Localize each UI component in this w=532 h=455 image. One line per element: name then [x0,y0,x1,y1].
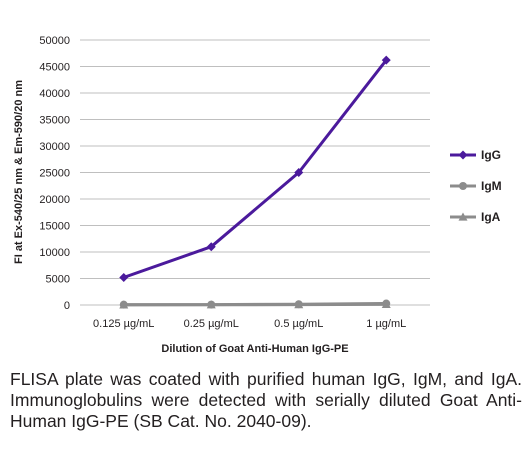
chart: 0 5000 10000 15000 20000 25000 30000 35000 40000… [13,35,502,355]
y-tick-label: 35000 [39,115,70,127]
gridlines [80,39,430,279]
y-tick-label: 5000 [46,274,70,286]
x-tick-label: 0.25 µg/mL [184,318,239,330]
y-tick-label: 15000 [39,221,70,233]
data-point-igm [382,299,391,308]
data-point-igm [294,300,303,309]
y-tick-label: 45000 [39,62,70,74]
data-point-igm [119,300,128,309]
data-point-igg [206,242,216,252]
y-tick-label: 50000 [39,35,70,47]
y-tick-label: 40000 [39,88,70,100]
y-tick-label: 20000 [39,194,70,206]
legend-marker-igg [458,150,468,160]
legend-marker-igm [459,182,467,190]
x-tick-label: 1 µg/mL [366,318,406,330]
x-axis-title: Dilution of Goat Anti-Human IgG-PE [161,343,348,355]
legend-label-iga: IgA [481,210,501,224]
series-line-igg [123,59,388,279]
y-tick-label: 0 [64,300,70,312]
x-tick-label: 0.5 µg/mL [274,318,323,330]
data-point-igg [294,168,304,177]
legend-label-igg: IgG [481,148,501,162]
legend: IgG IgM IgA [450,148,502,224]
series-line-igm [123,302,387,307]
legend-label-igm: IgM [481,179,502,193]
data-point-igm [207,300,216,309]
y-tick-label: 25000 [39,168,70,180]
y-tick-label: 30000 [39,141,70,153]
series-group [119,55,391,309]
x-tick-label: 0.125 µg/mL [93,318,154,330]
y-axis-ticks: 0 5000 10000 15000 20000 25000 30000 35000 40000… [39,35,70,312]
data-point-igg [119,272,129,282]
x-axis-ticks: 0.125 µg/mL 0.25 µg/mL 0.5 µg/mL 1 µg/mL [93,318,406,330]
figure-caption: FLISA plate was coated with purified hum… [10,369,522,431]
y-axis-title: FI at Ex-540/25 nm & Em-590/20 nm [13,80,25,264]
y-tick-label: 10000 [39,247,70,259]
data-point-igg [381,55,391,65]
legend-marker-iga [458,212,468,221]
